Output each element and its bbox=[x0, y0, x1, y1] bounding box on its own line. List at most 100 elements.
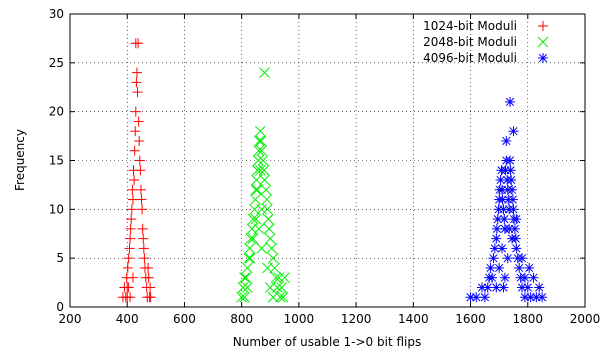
data-point bbox=[134, 135, 145, 146]
data-point bbox=[267, 252, 279, 264]
data-point bbox=[262, 262, 273, 274]
data-point bbox=[136, 194, 147, 205]
data-point bbox=[254, 164, 266, 176]
data-point bbox=[247, 233, 259, 244]
data-point bbox=[145, 282, 156, 293]
data-point bbox=[511, 243, 522, 254]
data-point bbox=[511, 214, 522, 225]
data-point bbox=[247, 213, 259, 225]
series-1 bbox=[117, 38, 156, 303]
data-point bbox=[127, 272, 138, 283]
data-point bbox=[488, 253, 499, 264]
data-point bbox=[504, 223, 515, 234]
data-point bbox=[131, 77, 142, 88]
x-tick-label: 800 bbox=[230, 312, 253, 326]
data-point bbox=[491, 282, 502, 293]
data-point bbox=[494, 262, 505, 273]
data-point bbox=[254, 125, 266, 137]
data-point bbox=[252, 155, 264, 166]
data-point bbox=[471, 292, 482, 303]
data-point bbox=[244, 243, 256, 254]
legend-label: 4096-bit Moduli bbox=[423, 51, 517, 65]
data-point bbox=[137, 204, 148, 215]
data-point bbox=[239, 272, 250, 284]
data-point bbox=[506, 175, 517, 186]
y-tick-label: 30 bbox=[49, 7, 64, 21]
data-point bbox=[129, 145, 140, 156]
data-point bbox=[534, 282, 545, 293]
data-point bbox=[134, 155, 145, 166]
y-tick-label: 25 bbox=[49, 56, 64, 70]
data-point bbox=[505, 165, 516, 176]
data-point bbox=[507, 194, 518, 205]
data-point bbox=[508, 126, 519, 137]
data-point bbox=[502, 253, 513, 264]
data-point bbox=[517, 253, 528, 264]
legend-entry: 1024-bit Moduli bbox=[423, 19, 548, 33]
data-point bbox=[137, 223, 148, 234]
data-point bbox=[507, 184, 518, 195]
y-axis-label: Frequency bbox=[13, 129, 27, 191]
data-point bbox=[135, 184, 146, 195]
data-point bbox=[251, 174, 262, 186]
series-2 bbox=[236, 67, 290, 303]
data-point bbox=[499, 272, 510, 283]
data-point bbox=[537, 292, 548, 303]
data-point bbox=[239, 291, 250, 303]
data-point bbox=[143, 262, 154, 273]
data-point bbox=[138, 243, 149, 254]
data-point bbox=[264, 233, 276, 244]
data-point bbox=[259, 174, 270, 186]
x-axis-label: Number of usable 1->0 bit flips bbox=[233, 335, 421, 349]
data-point bbox=[253, 223, 265, 235]
data-point bbox=[492, 214, 503, 225]
data-point bbox=[133, 38, 144, 49]
data-point bbox=[514, 262, 525, 273]
data-point bbox=[250, 184, 262, 196]
data-point bbox=[244, 252, 256, 264]
y-tick-labels: 0 5 10 15 20 25 30 bbox=[49, 7, 64, 314]
grid-lines bbox=[70, 14, 585, 307]
legend-entry: 4096-bit Moduli bbox=[423, 51, 548, 65]
data-point bbox=[130, 106, 141, 117]
data-point bbox=[260, 184, 272, 196]
data-point bbox=[524, 262, 535, 273]
data-point bbox=[145, 292, 156, 303]
data-point bbox=[267, 291, 279, 303]
data-point bbox=[273, 272, 285, 284]
data-point bbox=[125, 233, 136, 244]
data-point bbox=[266, 243, 278, 254]
data-point bbox=[528, 272, 539, 283]
data-point bbox=[270, 272, 282, 284]
data-point bbox=[250, 194, 261, 205]
data-point bbox=[479, 292, 490, 303]
data-point bbox=[258, 164, 270, 176]
x-tick-label: 1200 bbox=[341, 312, 372, 326]
y-tick-label: 20 bbox=[49, 105, 64, 119]
data-point bbox=[240, 272, 252, 284]
x-tick-label: 600 bbox=[173, 312, 196, 326]
data-point bbox=[277, 291, 289, 303]
x-tick-labels: 200 400 600 800 1000 1200 1400 1600 1800 2000 bbox=[59, 312, 601, 326]
data-point bbox=[497, 243, 508, 254]
x-tick-label: 1000 bbox=[284, 312, 315, 326]
data-point bbox=[242, 262, 253, 274]
data-point bbox=[257, 155, 269, 166]
plot-points bbox=[117, 38, 548, 303]
legend-marker bbox=[537, 36, 549, 48]
legend-label: 1024-bit Moduli bbox=[423, 19, 517, 33]
data-point bbox=[531, 292, 542, 303]
data-point bbox=[259, 67, 270, 78]
data-point bbox=[505, 155, 516, 166]
data-point bbox=[252, 184, 263, 196]
x-tick-label: 400 bbox=[116, 312, 139, 326]
series-3 bbox=[465, 96, 548, 303]
data-point bbox=[255, 135, 267, 147]
y-tick-label: 0 bbox=[56, 300, 64, 314]
legend-marker bbox=[538, 53, 548, 63]
data-point bbox=[129, 175, 140, 186]
data-point bbox=[127, 194, 138, 205]
data-point bbox=[122, 292, 133, 303]
y-tick-label: 10 bbox=[49, 202, 64, 216]
data-point bbox=[237, 282, 249, 293]
